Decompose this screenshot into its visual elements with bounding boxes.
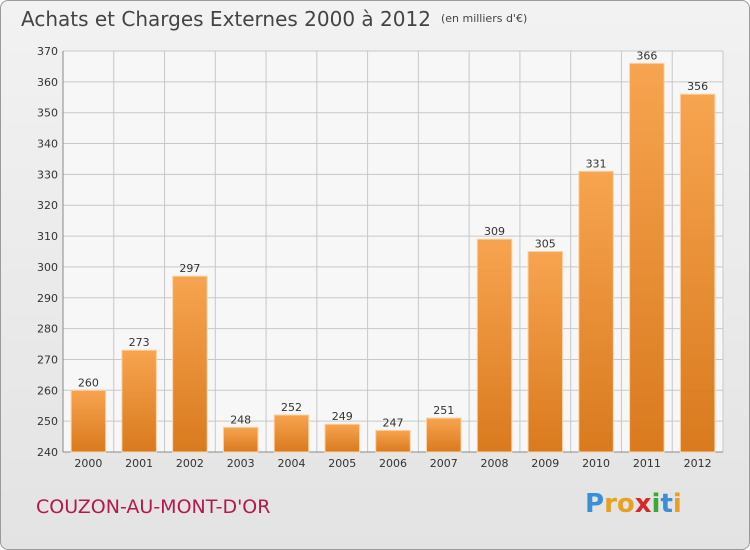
bar	[426, 417, 462, 453]
data-label: 366	[636, 49, 657, 62]
data-label: 249	[332, 410, 353, 423]
x-tick-label: 2003	[227, 457, 255, 470]
bar	[172, 275, 208, 453]
x-tick-label: 2008	[481, 457, 509, 470]
x-tick-label: 2005	[328, 457, 356, 470]
logo-letter: r	[604, 489, 617, 519]
logo-letter: t	[660, 489, 673, 519]
data-label: 305	[535, 238, 556, 251]
logo-letter: x	[634, 489, 652, 519]
bar	[375, 429, 411, 453]
y-tick-label: 280	[37, 323, 58, 336]
x-tick-label: 2002	[176, 457, 204, 470]
bar	[273, 414, 310, 453]
x-tick-label: 2007	[430, 457, 458, 470]
x-tick-label: 2001	[125, 457, 153, 470]
data-label: 331	[586, 157, 607, 170]
logo-letter: i	[651, 489, 661, 519]
chart-title: Achats et Charges Externes 2000 à 2012 (e…	[21, 7, 527, 31]
y-tick-label: 370	[37, 45, 58, 58]
bar	[527, 251, 564, 453]
y-tick-label: 260	[37, 384, 58, 397]
data-label: 252	[281, 401, 302, 414]
y-tick-label: 360	[37, 76, 58, 89]
data-label: 356	[687, 80, 708, 93]
proxiti-logo: Proxiti	[585, 489, 682, 519]
bar	[578, 170, 614, 453]
y-tick-label: 310	[37, 230, 58, 243]
logo-letter: o	[616, 489, 635, 519]
x-tick-label: 2000	[74, 457, 102, 470]
x-tick-label: 2010	[582, 457, 610, 470]
bar	[476, 238, 513, 453]
x-tick-label: 2006	[379, 457, 407, 470]
town-name: COUZON-AU-MONT-D'OR	[36, 496, 271, 518]
data-label: 251	[433, 404, 454, 417]
bar	[324, 423, 360, 453]
bar	[222, 426, 259, 453]
y-tick-label: 330	[37, 168, 58, 181]
data-label: 309	[484, 225, 505, 238]
x-tick-label: 2009	[531, 457, 559, 470]
data-label: 273	[129, 336, 150, 349]
plot-area	[63, 51, 723, 452]
title-text: Achats et Charges Externes 2000 à 2012	[21, 7, 431, 31]
y-tick-label: 270	[37, 353, 58, 366]
y-tick-label: 320	[37, 199, 58, 212]
bar	[629, 62, 665, 453]
y-tick-label: 240	[37, 446, 58, 459]
x-tick-label: 2011	[633, 457, 661, 470]
data-label: 247	[383, 416, 404, 429]
chart-subtitle: (en milliers d'€)	[440, 12, 528, 25]
logo-letter: P	[585, 489, 605, 519]
data-label: 260	[78, 376, 99, 389]
y-tick-label: 340	[37, 138, 58, 151]
y-tick-label: 300	[37, 261, 58, 274]
logo-letter: i	[672, 489, 682, 519]
y-tick-label: 290	[37, 292, 58, 305]
y-tick-label: 350	[37, 107, 58, 120]
data-label: 248	[230, 413, 251, 426]
bar	[121, 349, 157, 453]
bar	[70, 389, 107, 453]
data-label: 297	[179, 262, 200, 275]
x-tick-label: 2004	[277, 457, 305, 470]
bar	[679, 93, 716, 453]
y-tick-label: 250	[37, 415, 58, 428]
x-tick-label: 2012	[684, 457, 712, 470]
